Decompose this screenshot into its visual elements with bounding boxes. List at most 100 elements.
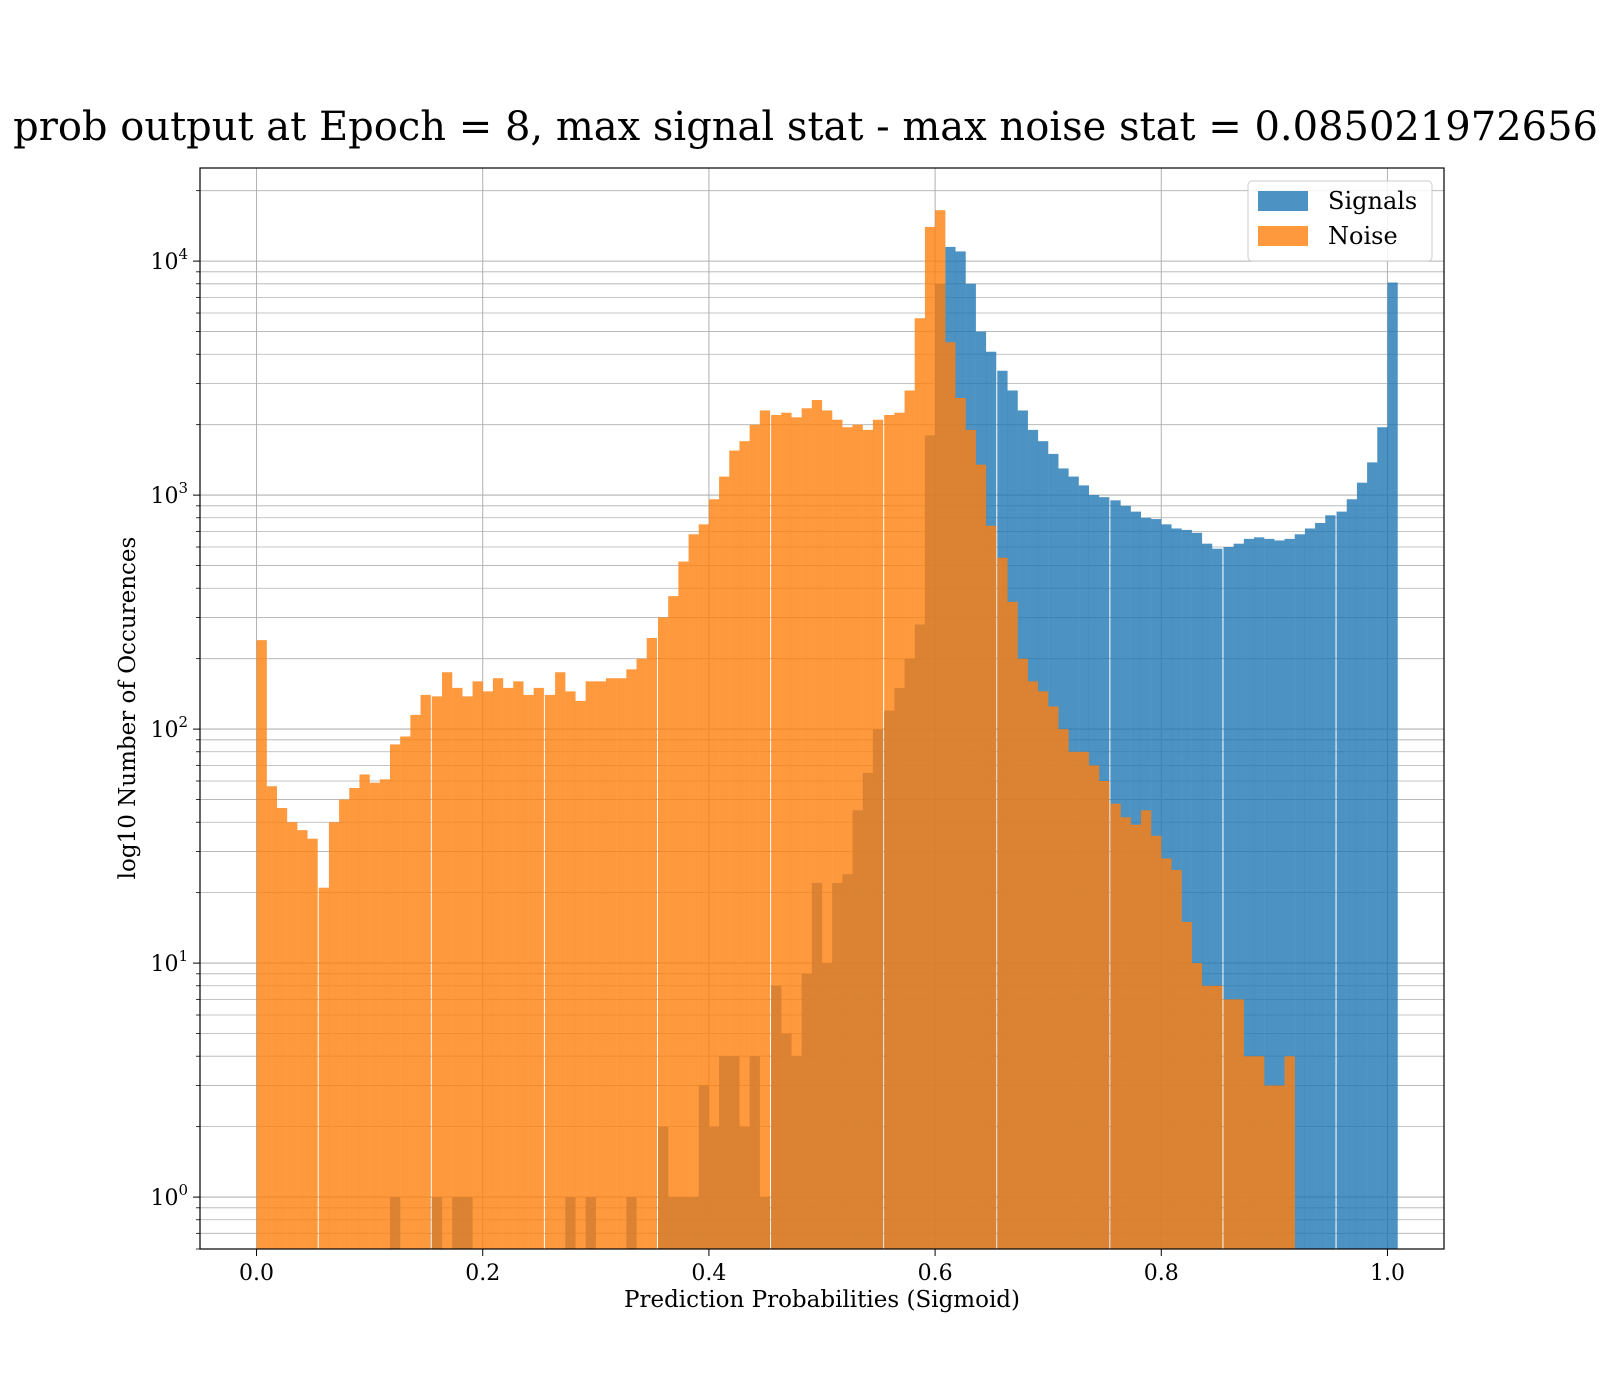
histogram-bar-noise <box>1027 681 1039 1249</box>
histogram-bar-noise <box>975 464 987 1250</box>
histogram-bar-noise <box>379 779 391 1249</box>
histogram-bar-noise <box>1264 1085 1275 1249</box>
chart-title: ed prob output at Epoch = 8, max signal … <box>0 104 1600 150</box>
histogram-bar-noise <box>955 398 966 1249</box>
histogram-bar-signals <box>1264 538 1275 1249</box>
histogram-bar-noise <box>781 412 792 1250</box>
x-tick-label: 0.4 <box>691 1261 726 1286</box>
histogram-bar-noise <box>791 417 802 1249</box>
histogram-bar-signals <box>1274 540 1285 1249</box>
histogram-bar-noise <box>1130 824 1142 1249</box>
histogram-bar-noise <box>646 638 657 1249</box>
histogram-bar-signals <box>1387 282 1398 1249</box>
histogram-bar-noise <box>595 681 607 1249</box>
histogram-bar-noise <box>1088 765 1100 1249</box>
histogram-bar-noise <box>492 678 504 1249</box>
histogram-bar-signals <box>1284 538 1295 1249</box>
histogram-bar-noise <box>266 786 278 1249</box>
histogram-bar-noise <box>616 678 627 1249</box>
histogram-bar-noise <box>894 412 905 1250</box>
histogram-bar-noise <box>636 658 647 1249</box>
histogram-bar-noise <box>513 681 524 1249</box>
histogram-bar-noise <box>1212 985 1223 1249</box>
histogram-bar-noise <box>318 887 330 1249</box>
series-noise <box>256 210 1295 1250</box>
histogram-bar-noise <box>1233 999 1244 1249</box>
histogram-bar-noise <box>1099 781 1110 1249</box>
histogram-bar-noise <box>708 499 720 1249</box>
histogram-bar-noise <box>688 534 699 1249</box>
histogram-bar-noise <box>1161 858 1172 1249</box>
histogram-bar-noise <box>359 774 370 1249</box>
histogram-bar-signals <box>1336 511 1347 1249</box>
histogram-bar-noise <box>935 210 946 1249</box>
histogram-bar-noise <box>872 419 884 1249</box>
histogram-bar-noise <box>1110 803 1121 1249</box>
legend-swatch-signals <box>1258 191 1308 211</box>
histogram-bar-signals <box>1243 538 1255 1249</box>
histogram-bar-noise <box>605 678 617 1249</box>
histogram-bar-noise <box>884 414 895 1249</box>
histogram-bar-noise <box>1048 706 1059 1249</box>
histogram-bar-signals <box>1315 522 1326 1249</box>
histogram-bar-noise <box>1223 999 1234 1249</box>
histogram-bar-noise <box>914 318 926 1249</box>
x-tick-label: 0.0 <box>239 1261 274 1286</box>
histogram-bar-signals <box>1377 427 1388 1249</box>
histogram-bar-signals <box>1233 543 1244 1249</box>
histogram-bar-noise <box>575 700 586 1249</box>
histogram-bar-signals <box>1212 548 1223 1249</box>
histogram-bar-noise <box>668 596 679 1249</box>
histogram-bar-noise <box>1243 1056 1255 1249</box>
histogram-bar-noise <box>759 410 771 1249</box>
histogram-bar-noise <box>585 681 596 1249</box>
histogram-bar-noise <box>287 822 298 1249</box>
histogram-bar-noise <box>852 424 863 1249</box>
histogram-bar-noise <box>544 694 556 1249</box>
histogram-bar-noise <box>1120 817 1131 1249</box>
histogram-bar-noise <box>400 736 411 1249</box>
histogram-bar-signals <box>1346 499 1358 1249</box>
histogram-bar-noise <box>719 476 730 1249</box>
histogram-bar-noise <box>771 414 782 1249</box>
histogram-bar-noise <box>801 408 812 1250</box>
histogram-bar-noise <box>452 687 463 1249</box>
histogram-bar-noise <box>410 714 421 1249</box>
histogram-bar-noise <box>1058 729 1069 1249</box>
histogram-bar-noise <box>904 390 915 1249</box>
histogram-bar-signals <box>1356 482 1368 1249</box>
x-axis-label: Prediction Probabilities (Sigmoid) <box>624 1287 1020 1313</box>
y-tick-label: 102 <box>150 713 188 743</box>
histogram-bar-signals <box>1181 529 1192 1249</box>
histogram-bar-noise <box>349 788 360 1249</box>
histogram-bar-noise <box>739 441 750 1249</box>
histogram-bar-noise <box>811 399 823 1250</box>
histogram-bar-noise <box>1201 985 1213 1249</box>
histogram-bar-noise <box>1171 869 1182 1249</box>
histogram-bar-noise <box>678 561 689 1249</box>
histogram-bar-noise <box>1007 601 1018 1249</box>
y-tick-label: 104 <box>150 245 188 275</box>
histogram-bar-noise <box>328 822 340 1249</box>
histogram-bar-noise <box>1191 963 1203 1249</box>
histogram-bar-noise <box>503 687 514 1249</box>
histogram-bar-noise <box>985 525 997 1249</box>
histogram-bar-noise <box>555 672 566 1249</box>
histogram-bar-noise <box>1284 1056 1295 1249</box>
histogram-bar-signals <box>1367 462 1378 1249</box>
histogram-bar-noise <box>472 681 483 1249</box>
x-tick-label: 1.0 <box>1370 1261 1405 1286</box>
histogram-bar-signals <box>1304 528 1316 1249</box>
histogram-bar-noise <box>565 691 576 1249</box>
histogram-bar-noise <box>369 782 380 1249</box>
histogram-bar-noise <box>1151 835 1162 1249</box>
histogram-bar-noise <box>482 691 494 1249</box>
histogram-bar-noise <box>339 799 350 1249</box>
legend-swatch-noise <box>1258 226 1308 246</box>
histogram-bar-noise <box>965 429 976 1249</box>
histogram-bar-noise <box>729 450 740 1249</box>
histogram-bar-signals <box>1191 532 1203 1249</box>
histogram-bar-noise <box>698 524 710 1249</box>
